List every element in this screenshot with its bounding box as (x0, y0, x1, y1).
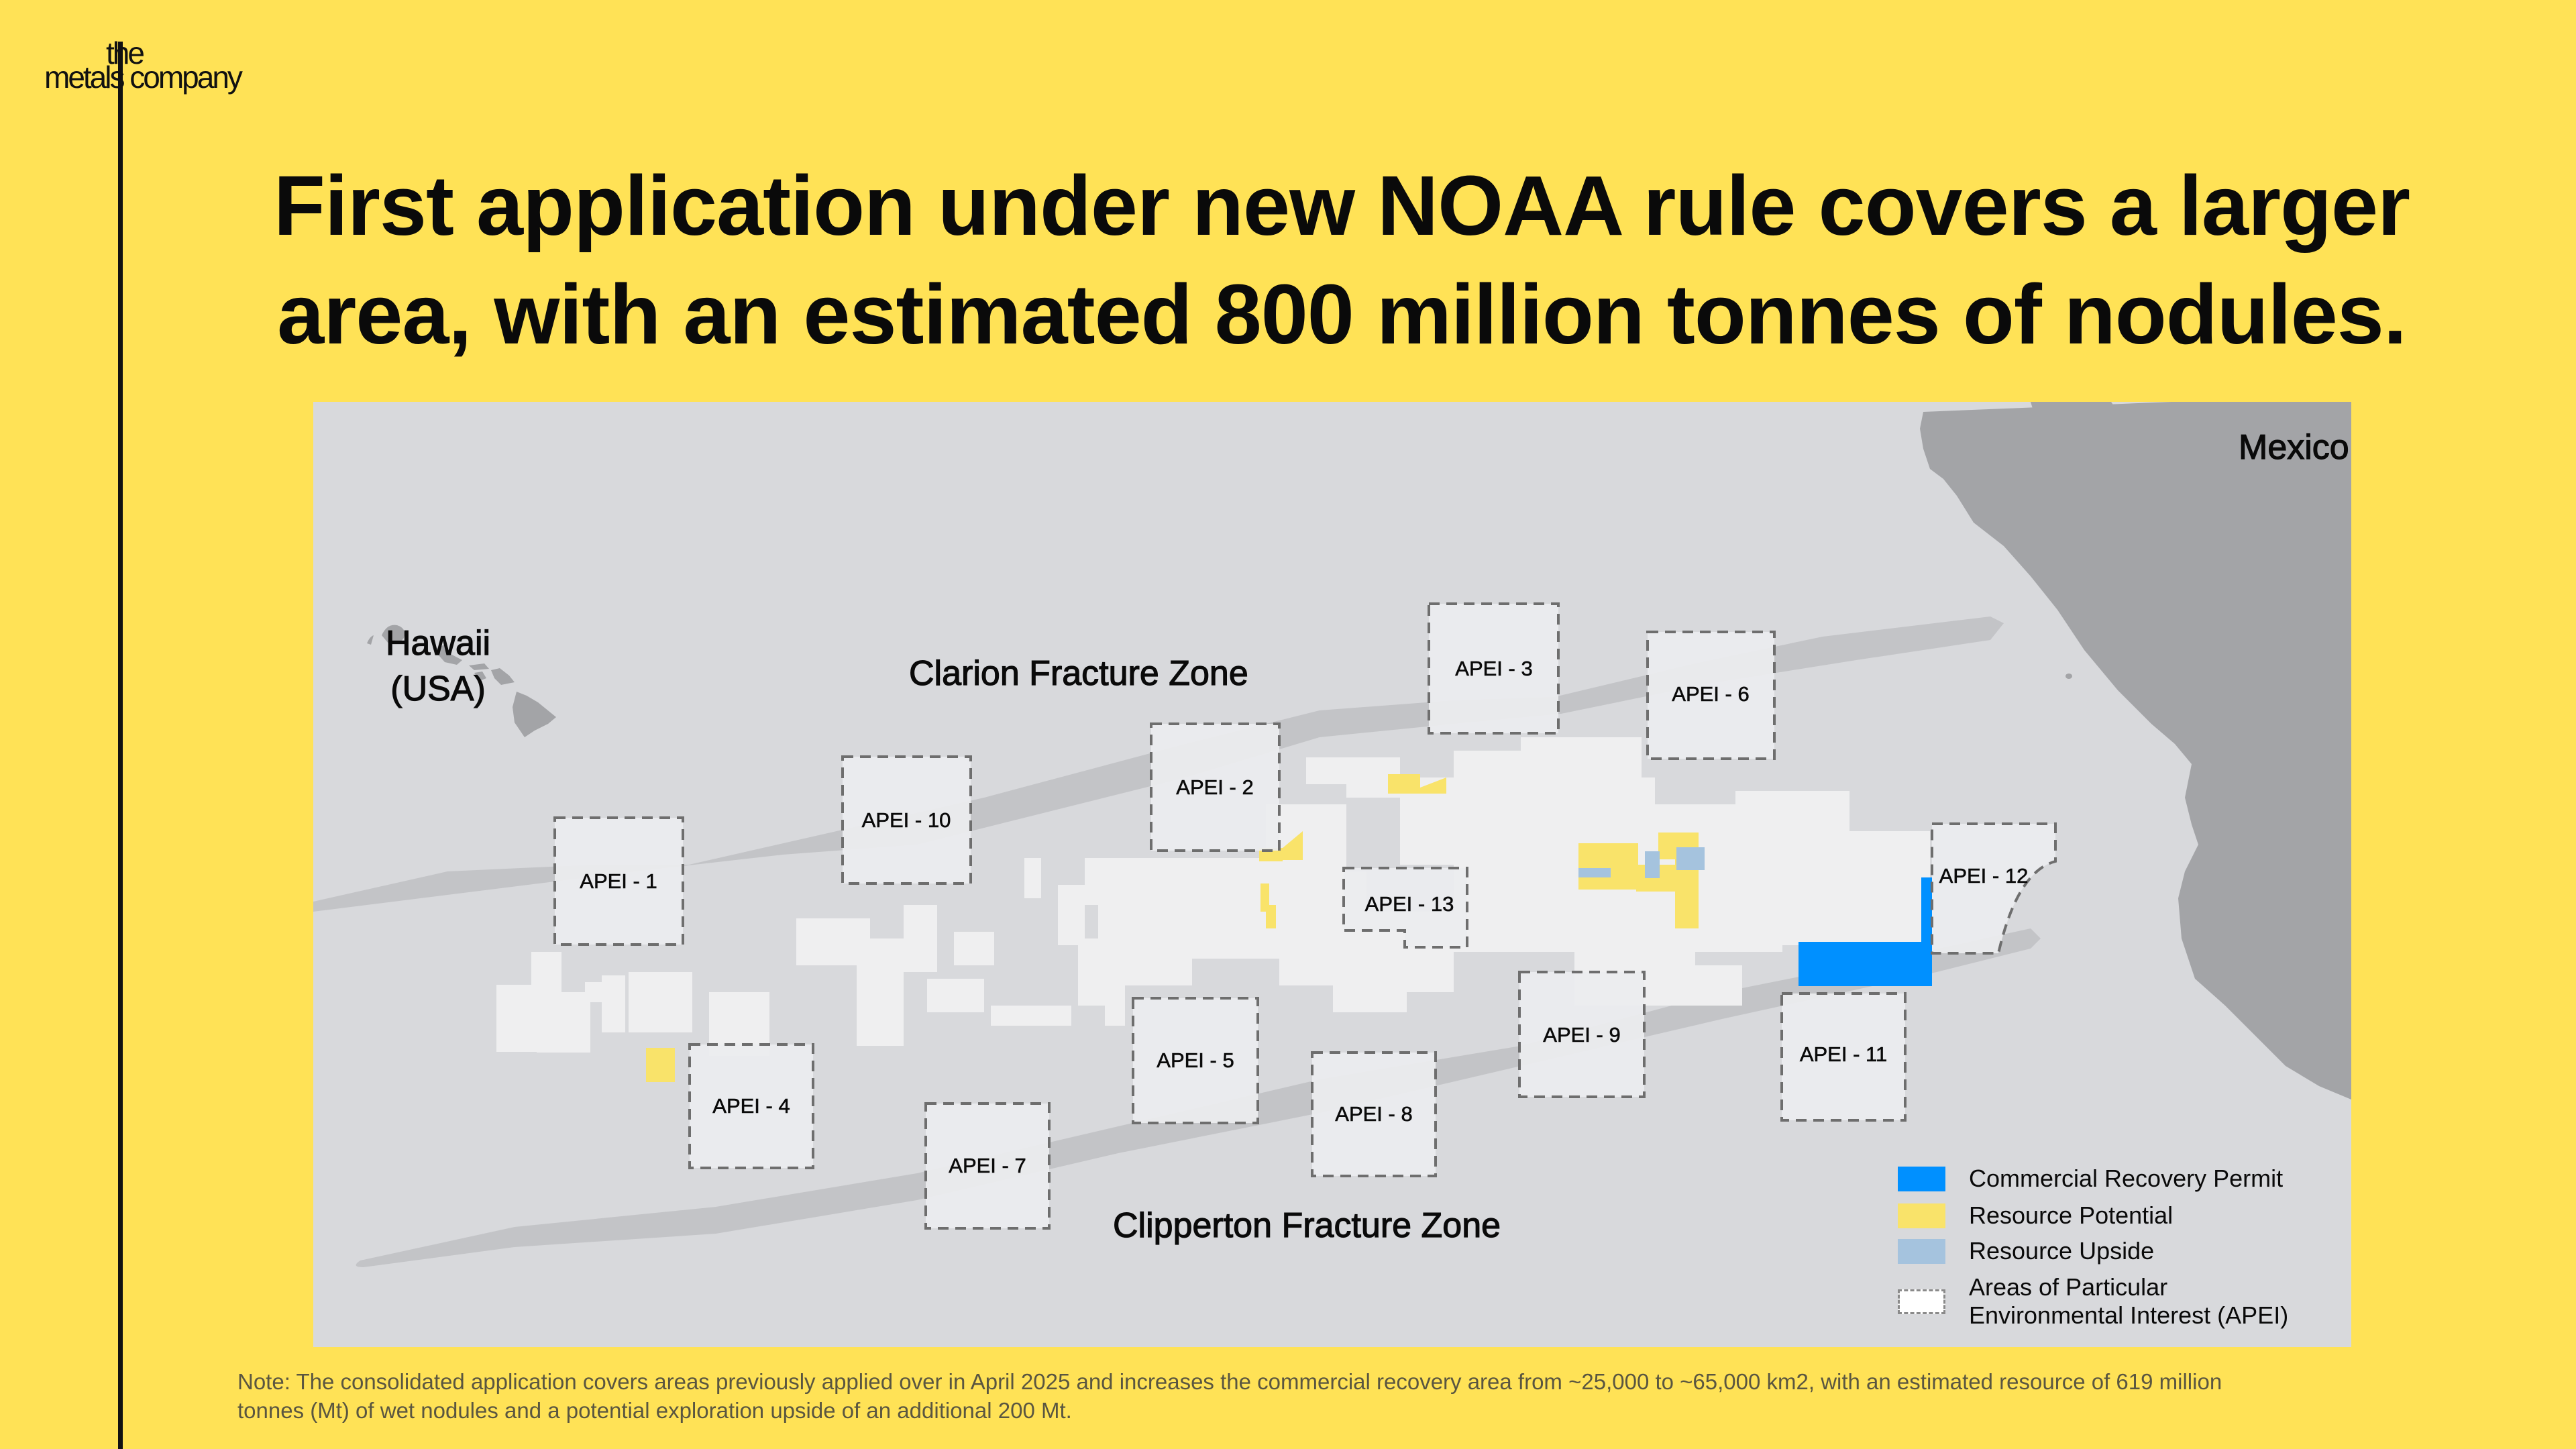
slide-title: First application under new NOAA rule co… (273, 158, 2410, 362)
commercial-recovery-permit (1799, 877, 1932, 986)
apei-boxes (553, 602, 2057, 1230)
footnote-line-1: Note: The consolidated application cover… (237, 1369, 2222, 1394)
apei-label-8: APEI - 8 (1335, 1102, 1413, 1126)
apei-label-10: APEI - 10 (861, 808, 951, 833)
apei-label-2: APEI - 2 (1176, 775, 1254, 800)
legend-label-line-1: Areas of Particular (1969, 1273, 2168, 1301)
apei-label-11: APEI - 11 (1799, 1042, 1888, 1067)
land-mexico (1920, 402, 2351, 1099)
apei-label-3: APEI - 3 (1455, 657, 1533, 681)
apei-label-4: APEI - 4 (712, 1094, 790, 1118)
legend-label: Resource Upside (1969, 1237, 2155, 1265)
apei-label-13: APEI - 13 (1364, 892, 1454, 916)
footnote-line-2: tonnes (Mt) of wet nodules and a potenti… (237, 1398, 1072, 1423)
label-mexico: Mexico (2238, 427, 2349, 467)
label-hawaii: Hawaii (USA) (385, 621, 491, 712)
apei-label-6: APEI - 6 (1672, 682, 1750, 706)
apei-label-9: APEI - 9 (1543, 1023, 1621, 1047)
legend-label: Resource Potential (1969, 1201, 2174, 1229)
label-hawaii-country: (USA) (390, 669, 486, 708)
ccz-map: Mexico Hawaii (USA) Clarion Fracture Zon… (313, 402, 2351, 1347)
apei-label-1: APEI - 1 (580, 869, 657, 894)
apei-label-5: APEI - 5 (1157, 1049, 1234, 1073)
label-clarion-fracture-zone: Clarion Fracture Zone (908, 653, 1248, 693)
legend-label: Commercial Recovery Permit (1969, 1165, 2284, 1192)
legend-swatch-apei (1898, 1289, 1945, 1314)
legend-swatch-potential (1898, 1203, 1945, 1228)
label-hawaii-name: Hawaii (385, 623, 491, 663)
apei-label-7: APEI - 7 (949, 1154, 1026, 1178)
logo-line-1: the (106, 36, 145, 70)
map-graphic (313, 402, 2351, 1267)
apei-label-12: APEI - 12 (1939, 864, 2029, 888)
footnote: Note: The consolidated application cover… (237, 1367, 2451, 1425)
legend-label-line-2: Environmental Interest (APEI) (1969, 1301, 2289, 1329)
resource-upside-areas (1578, 847, 1705, 878)
logo-divider-line (118, 42, 123, 1449)
label-clipperton-fracture-zone: Clipperton Fracture Zone (1112, 1205, 1501, 1245)
legend-swatch-upside (1898, 1239, 1945, 1264)
logo-line-2: metals company (44, 60, 243, 95)
legend-swatch-permit (1898, 1167, 1945, 1191)
land-hawaii (367, 625, 556, 737)
